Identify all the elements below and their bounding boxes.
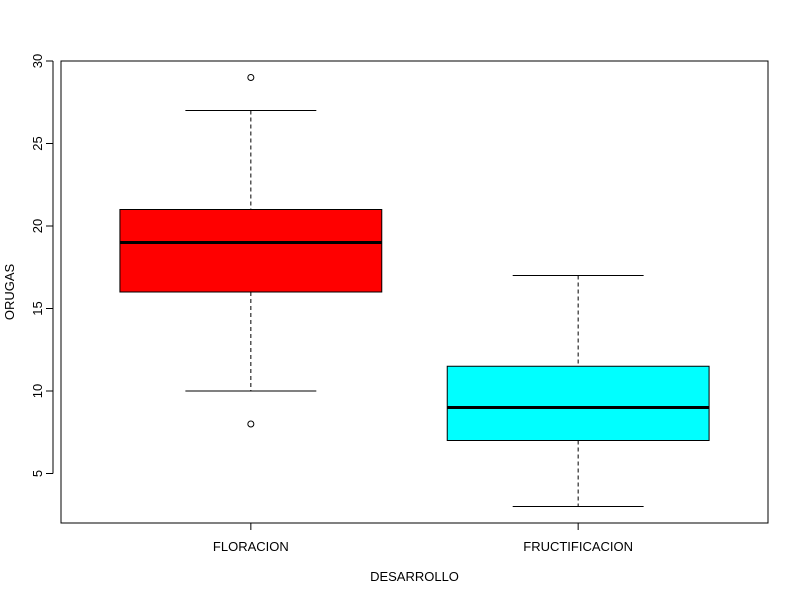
- box-iqr: [446, 365, 710, 441]
- box-floracion: [119, 74, 383, 428]
- x-axis-label: DESARROLLO: [370, 569, 459, 584]
- box-iqr: [119, 209, 383, 293]
- x-tick-label: FRUCTIFICACION: [523, 539, 633, 554]
- y-axis-label: ORUGAS: [2, 264, 17, 321]
- x-tick-label: FLORACION: [213, 539, 289, 554]
- y-tick-label: 25: [30, 136, 45, 150]
- y-tick-label: 15: [30, 301, 45, 315]
- outlier-point: [247, 74, 255, 81]
- y-tick-label: 10: [30, 384, 45, 398]
- y-tick-label: 30: [30, 54, 45, 68]
- y-tick-label: 5: [30, 470, 45, 477]
- boxes: [119, 74, 710, 507]
- y-tick-label: 20: [30, 219, 45, 233]
- outlier-point: [247, 420, 255, 428]
- box-fructificacion: [446, 275, 710, 507]
- y-axis: 5 10 15 20 25 30: [30, 54, 54, 477]
- x-axis: FLORACION FRUCTIFICACION: [213, 522, 633, 554]
